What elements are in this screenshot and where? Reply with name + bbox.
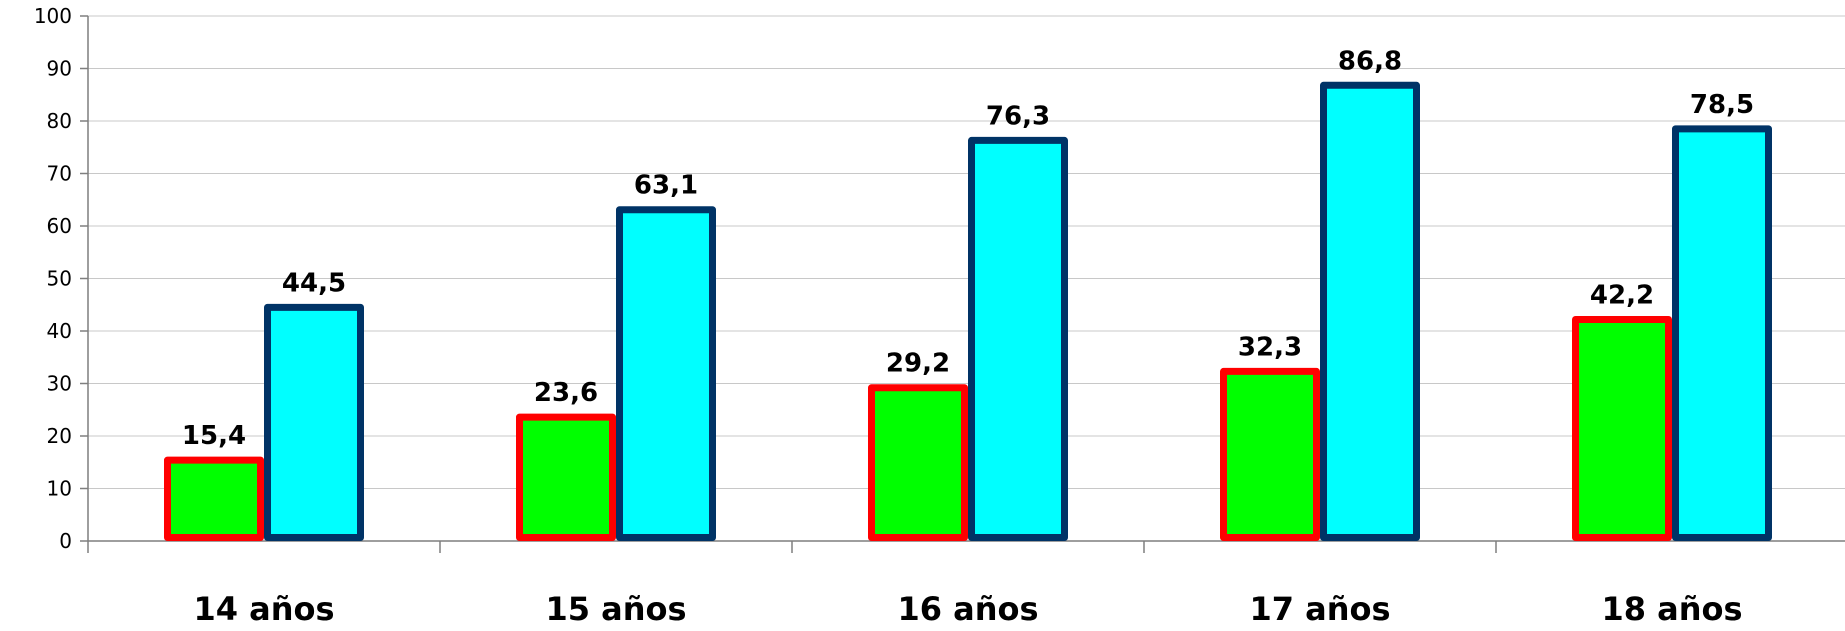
data-label: 78,5 [1690,90,1754,120]
bar-series-2 [1672,125,1772,541]
bar-series-2 [616,206,716,541]
y-tick-label: 20 [47,424,72,448]
data-label: 63,1 [634,171,698,201]
y-tick-label: 50 [47,267,72,291]
y-tick-label: 10 [47,477,72,501]
bar-series-1 [868,384,968,542]
y-axis: 0 10 20 30 40 50 60 70 80 90 100 [34,4,89,553]
data-labels: 15,4 44,5 23,6 63,1 29,2 76,3 32,3 86,8 42,2 78,5 [182,46,1754,451]
bar-series-1 [1572,315,1672,542]
x-category-label: 18 años [1601,590,1742,628]
bar-series-2 [264,303,364,541]
data-label: 44,5 [282,268,346,298]
x-category-label: 15 años [545,590,686,628]
x-axis [87,540,1845,553]
y-tick-label: 80 [47,109,72,133]
bar-series-1 [516,413,616,542]
bar-series-1 [1220,367,1320,541]
bar-series-2 [1320,81,1420,542]
data-label: 76,3 [986,101,1050,131]
gridlines [88,15,1845,489]
data-label: 23,6 [534,378,598,408]
x-category-label: 16 años [897,590,1038,628]
data-label: 32,3 [1238,332,1302,362]
y-tick-label: 30 [47,372,72,396]
data-label: 42,2 [1590,280,1654,310]
y-tick-label: 0 [59,529,72,553]
y-tick-label: 40 [47,319,72,343]
data-label: 29,2 [886,349,950,379]
data-label: 15,4 [182,421,246,451]
y-tick-label: 70 [47,162,72,186]
y-tick-label: 60 [47,214,72,238]
x-category-label: 17 años [1249,590,1390,628]
y-tick-label: 90 [47,57,72,81]
data-label: 86,8 [1338,46,1402,76]
bar-series-2 [968,136,1068,542]
bars [164,81,1772,542]
bar-series-1 [164,456,264,541]
x-category-label: 14 años [193,590,334,628]
y-tick-label: 100 [34,4,72,28]
category-labels: 14 años 15 años 16 años 17 años 18 años [193,590,1742,628]
